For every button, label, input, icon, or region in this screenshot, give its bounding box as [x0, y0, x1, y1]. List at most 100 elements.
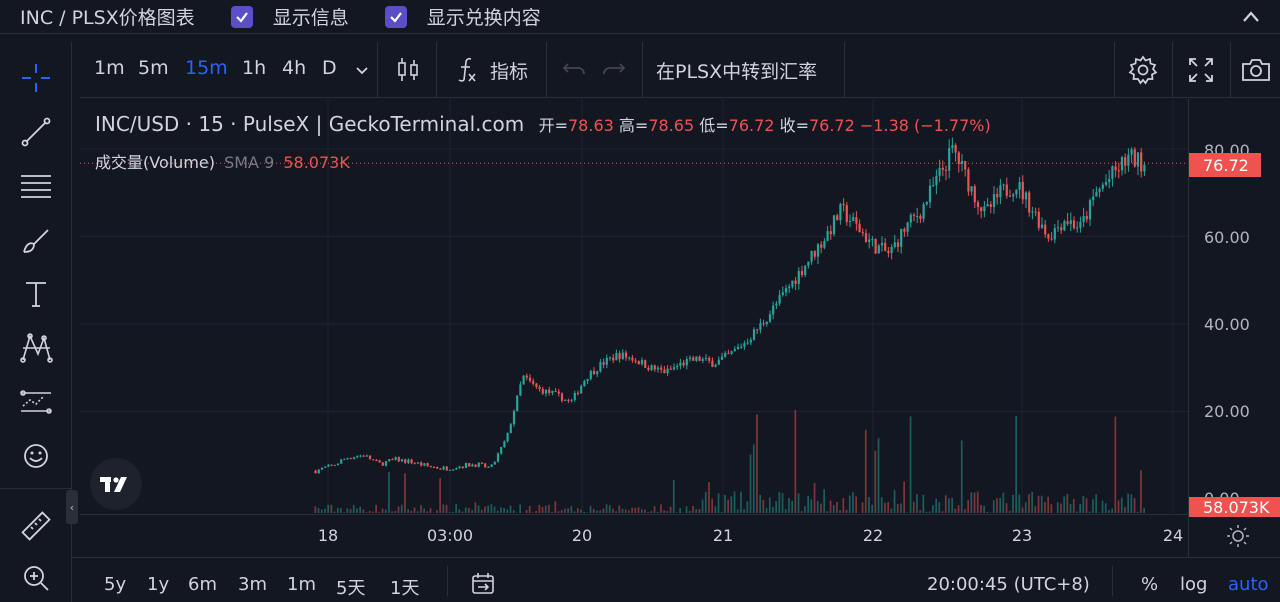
candle-body	[1114, 166, 1117, 171]
price-scale[interactable]	[1188, 99, 1280, 557]
chevron-down-icon[interactable]	[354, 64, 370, 76]
volume-bar	[477, 505, 480, 513]
price-tick: 40.00	[1204, 315, 1250, 334]
candle-body	[951, 145, 954, 148]
candle-body	[1008, 195, 1012, 197]
candle-body	[858, 223, 861, 233]
volume-bar	[429, 507, 432, 513]
candles-icon[interactable]	[392, 54, 424, 86]
candle-body	[986, 204, 989, 207]
indicators-icon[interactable]	[450, 54, 482, 86]
candle-body	[749, 339, 752, 343]
interval-1m[interactable]: 1m	[94, 57, 125, 79]
emoji-icon[interactable]	[16, 436, 56, 476]
interval-5m[interactable]: 5m	[138, 57, 169, 79]
log-toggle[interactable]: log	[1180, 574, 1208, 595]
redo-icon[interactable]	[598, 54, 630, 86]
range-3m[interactable]: 3m	[238, 574, 267, 595]
auto-toggle[interactable]: auto	[1228, 574, 1269, 595]
checkbox-checked-icon[interactable]	[384, 5, 407, 28]
volume-bar	[778, 491, 781, 513]
volume-bar	[983, 505, 985, 513]
volume-bar	[1114, 416, 1117, 513]
candle-body	[439, 468, 442, 470]
volume-bar	[340, 507, 342, 513]
volume-bar	[800, 511, 803, 513]
candle-body	[733, 349, 736, 352]
forecast-icon[interactable]	[16, 382, 56, 422]
chart-header: INC / PLSX价格图表 显示信息 显示兑换内容	[0, 0, 1280, 34]
zoom-in-icon[interactable]	[16, 558, 56, 598]
range-1y[interactable]: 1y	[147, 574, 170, 595]
checkbox-checked-icon[interactable]	[230, 5, 253, 28]
sun-settings-icon[interactable]	[1226, 524, 1250, 548]
price-chart[interactable]	[80, 99, 1188, 513]
candle-body	[538, 386, 541, 390]
percent-toggle[interactable]: %	[1141, 574, 1159, 595]
range-6m[interactable]: 6m	[188, 574, 217, 595]
tradingview-logo[interactable]	[90, 458, 142, 510]
volume-bar	[1124, 507, 1126, 513]
candle-body	[628, 357, 631, 359]
interval-4h[interactable]: 4h	[282, 57, 307, 79]
candle-body	[548, 389, 551, 393]
candle-body	[714, 364, 717, 367]
candle-body	[1037, 211, 1040, 228]
candle-body	[484, 463, 487, 468]
undo-icon[interactable]	[558, 54, 590, 86]
candle-body	[656, 367, 660, 370]
candle-body	[576, 392, 580, 394]
interval-1h[interactable]: 1h	[242, 57, 267, 79]
candle-body	[330, 464, 333, 466]
volume-bar	[573, 511, 576, 513]
range-1m[interactable]: 1m	[287, 574, 316, 595]
pattern-icon[interactable]	[16, 328, 56, 368]
date-range-icon[interactable]	[470, 572, 496, 596]
range-1d[interactable]: 1天	[390, 578, 420, 599]
volume-bar	[1130, 494, 1133, 513]
candle-body	[957, 152, 960, 164]
candle-body	[1133, 149, 1136, 167]
range-5y[interactable]: 5y	[104, 574, 127, 595]
show-swaps-checkbox[interactable]: 显示兑换内容	[384, 3, 541, 30]
gear-icon[interactable]	[1127, 54, 1159, 86]
interval-d[interactable]: D	[322, 57, 337, 79]
candle-body	[455, 468, 458, 470]
crosshair-icon[interactable]	[16, 58, 56, 98]
range-5d[interactable]: 5天	[336, 578, 366, 599]
candle-body	[880, 242, 884, 246]
candle-body	[1130, 149, 1133, 155]
candle-body	[442, 466, 445, 470]
candle-body	[650, 365, 653, 370]
volume-bar	[893, 489, 896, 513]
interval-15m[interactable]: 15m	[185, 57, 228, 79]
volume-bar	[868, 496, 870, 513]
convert-to-plsx-button[interactable]: 在PLSX中转到汇率	[656, 61, 818, 83]
trend-line-icon[interactable]	[16, 112, 56, 152]
open-value: 78.63	[568, 116, 614, 135]
volume-bar	[772, 507, 774, 513]
ruler-icon[interactable]	[16, 506, 56, 546]
utc-clock[interactable]: 20:00:45 (UTC+8)	[927, 574, 1090, 595]
fullscreen-icon[interactable]	[1185, 54, 1217, 86]
candle-body	[762, 323, 765, 325]
candle-body	[615, 353, 618, 361]
candle-body	[333, 465, 336, 467]
candle-body	[676, 365, 679, 368]
chevron-up-icon[interactable]	[1240, 6, 1262, 28]
hide-toolbar-toggle[interactable]: ‹	[66, 490, 78, 524]
time-axis[interactable]	[80, 514, 1188, 557]
candle-body	[660, 367, 663, 370]
close-key: 收=	[779, 116, 809, 135]
indicators-button[interactable]: 指标	[490, 61, 529, 83]
show-info-checkbox[interactable]: 显示信息	[230, 3, 349, 30]
candle-body	[893, 242, 896, 247]
camera-icon[interactable]	[1240, 54, 1272, 86]
text-icon[interactable]	[16, 274, 56, 314]
brush-icon[interactable]	[16, 220, 56, 260]
volume-bar	[692, 505, 694, 513]
candle-body	[1092, 196, 1095, 201]
candle-body	[1101, 184, 1104, 189]
fib-lines-icon[interactable]	[16, 166, 56, 206]
candle-body	[1104, 182, 1108, 185]
